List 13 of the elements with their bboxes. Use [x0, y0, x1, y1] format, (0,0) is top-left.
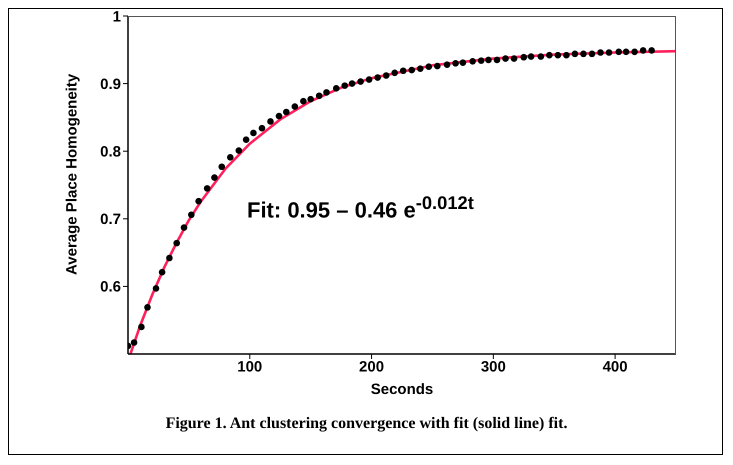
y-axis-title: Average Place Homogeneity — [63, 73, 80, 275]
y-tick-label: 1 — [112, 8, 121, 26]
y-tick-label: 0.8 — [100, 144, 121, 161]
x-tick-label: 400 — [602, 358, 628, 376]
annotation: Fit: 0.95 – 0.46 e$^{-0.012t}$ — [247, 192, 474, 224]
x-axis-title: Seconds — [370, 381, 434, 398]
x-tick-label: 100 — [237, 358, 262, 376]
y-tick-label: 0.7 — [100, 211, 121, 228]
caption: Figure 1. Ant clustering convergence with fit (solid line) fit. — [164, 415, 568, 433]
x-tick-label: 200 — [359, 358, 384, 376]
y-tick-label: 0.9 — [100, 76, 121, 93]
y-tick-label: 0.6 — [100, 278, 121, 296]
x-tick-label: 300 — [480, 358, 506, 376]
